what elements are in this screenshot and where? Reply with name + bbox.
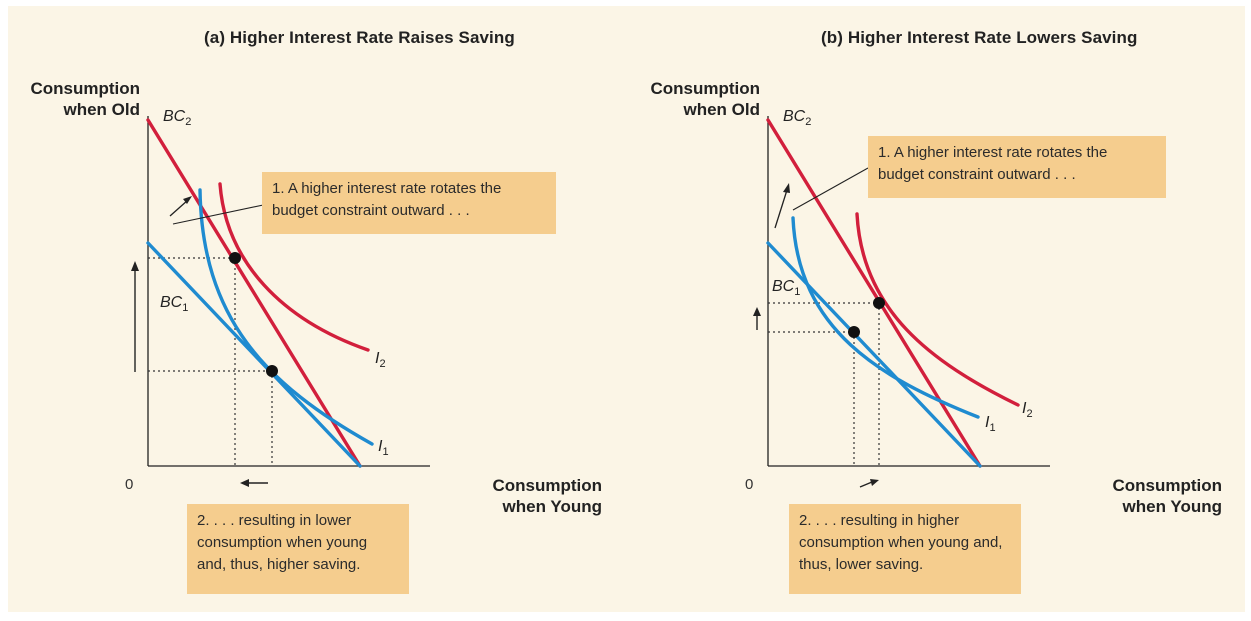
panel-a-note1: 1. A higher interest rate rotates the bu… bbox=[262, 172, 556, 234]
panel-b-graphics bbox=[753, 116, 1050, 488]
panel-b-x-axis-label-line1: Consumption bbox=[1112, 476, 1222, 495]
panel-b-bc2-label: BC2 bbox=[783, 108, 811, 128]
panel-a-i1-label: I1 bbox=[378, 438, 389, 458]
panel-a-left-arrowhead bbox=[240, 479, 249, 487]
panel-b-note2: 2. . . . resulting in higher consumption… bbox=[789, 504, 1021, 594]
panel-a-i1-label-sub: 1 bbox=[382, 446, 389, 459]
panel-a-bc1-label-sub: 1 bbox=[182, 302, 189, 315]
panel-b-i2-label-sub: 2 bbox=[1026, 408, 1033, 421]
panel-b-i1-label-sub: 1 bbox=[989, 422, 996, 435]
panel-b-title: (b) Higher Interest Rate Lowers Saving bbox=[821, 28, 1138, 47]
panel-b-bc2-label-sub: 2 bbox=[805, 116, 812, 129]
panel-b-bc1-line bbox=[766, 241, 982, 468]
panel-b-origin-label: 0 bbox=[745, 476, 754, 493]
panel-b-up-arrowhead bbox=[753, 307, 761, 316]
panel-a-origin-label: 0 bbox=[125, 476, 134, 493]
panel-b-i1-label-base: I bbox=[985, 414, 990, 431]
panel-a-i2-label-base: I bbox=[375, 350, 380, 367]
panel-b-y-axis-label-line1: Consumption bbox=[650, 79, 760, 98]
panel-b-bc2-label-base: BC bbox=[783, 108, 806, 125]
panel-a-bc2-label: BC2 bbox=[163, 108, 191, 128]
panel-b-i2-label: I2 bbox=[1022, 400, 1033, 420]
panel-a-note1-leader bbox=[172, 203, 269, 225]
panel-b-rotate-arrow bbox=[774, 189, 788, 229]
panel-a-note2: 2. . . . resulting in lower consumption … bbox=[187, 504, 409, 594]
panel-a-x-axis-label-line2: when Young bbox=[502, 497, 602, 516]
panel-a-y-axis-label: Consumption when Old bbox=[20, 78, 140, 120]
panel-a-new-optimum bbox=[229, 252, 241, 264]
panel-b-i1-label: I1 bbox=[985, 414, 996, 434]
panel-a-bc1-label: BC1 bbox=[160, 294, 188, 314]
panel-b-new-optimum bbox=[873, 297, 885, 309]
panel-a-y-axis-label-line1: Consumption bbox=[30, 79, 140, 98]
panel-a-bc2-line bbox=[146, 118, 362, 468]
panel-b-x-axis-label-line2: when Young bbox=[1122, 497, 1222, 516]
panel-a-y-axis-label-line2: when Old bbox=[63, 100, 141, 119]
panel-b-i2-label-base: I bbox=[1022, 400, 1027, 417]
panel-a-i1-label-base: I bbox=[378, 438, 383, 455]
panel-b-y-axis-label: Consumption when Old bbox=[640, 78, 760, 120]
panel-a-x-axis-label: Consumption when Young bbox=[470, 475, 602, 517]
panel-b-right-arrow bbox=[859, 481, 873, 488]
panel-a-title: (a) Higher Interest Rate Raises Saving bbox=[204, 28, 515, 47]
panel-a-bc1-label-base: BC bbox=[160, 294, 183, 311]
panel-a-bc2-label-sub: 2 bbox=[185, 116, 192, 129]
panel-b-rotate-arrowhead bbox=[783, 183, 790, 193]
panel-b-i2-curve bbox=[855, 212, 1020, 407]
panel-b-y-axis-label-line2: when Old bbox=[683, 100, 761, 119]
panel-a-i2-label-sub: 2 bbox=[379, 358, 386, 371]
panel-a-up-arrowhead bbox=[131, 261, 139, 271]
panel-a-i2-curve bbox=[218, 182, 370, 352]
panel-b-right-arrowhead bbox=[870, 479, 879, 486]
panel-b-bc1-label-sub: 1 bbox=[794, 286, 801, 299]
panel-a-i2-label: I2 bbox=[375, 350, 386, 370]
panel-b-note1: 1. A higher interest rate rotates the bu… bbox=[868, 136, 1166, 198]
panel-b-x-axis-label: Consumption when Young bbox=[1090, 475, 1222, 517]
panel-b-old-optimum bbox=[848, 326, 860, 338]
panel-a-rotate-arrowhead bbox=[183, 196, 192, 204]
panel-b-bc1-label: BC1 bbox=[772, 278, 800, 298]
panel-a-old-optimum bbox=[266, 365, 278, 377]
panel-a-graphics bbox=[131, 116, 430, 487]
panel-b-note1-leader bbox=[792, 167, 869, 211]
panel-b-i1-curve bbox=[791, 216, 980, 419]
panel-b-bc2-line bbox=[766, 118, 982, 468]
panel-a-bc2-label-base: BC bbox=[163, 108, 186, 125]
panel-a-i1-curve bbox=[198, 188, 374, 446]
panel-b-bc1-label-base: BC bbox=[772, 278, 795, 295]
panel-a-rotate-arrow bbox=[169, 199, 189, 217]
panel-a-x-axis-label-line1: Consumption bbox=[492, 476, 602, 495]
